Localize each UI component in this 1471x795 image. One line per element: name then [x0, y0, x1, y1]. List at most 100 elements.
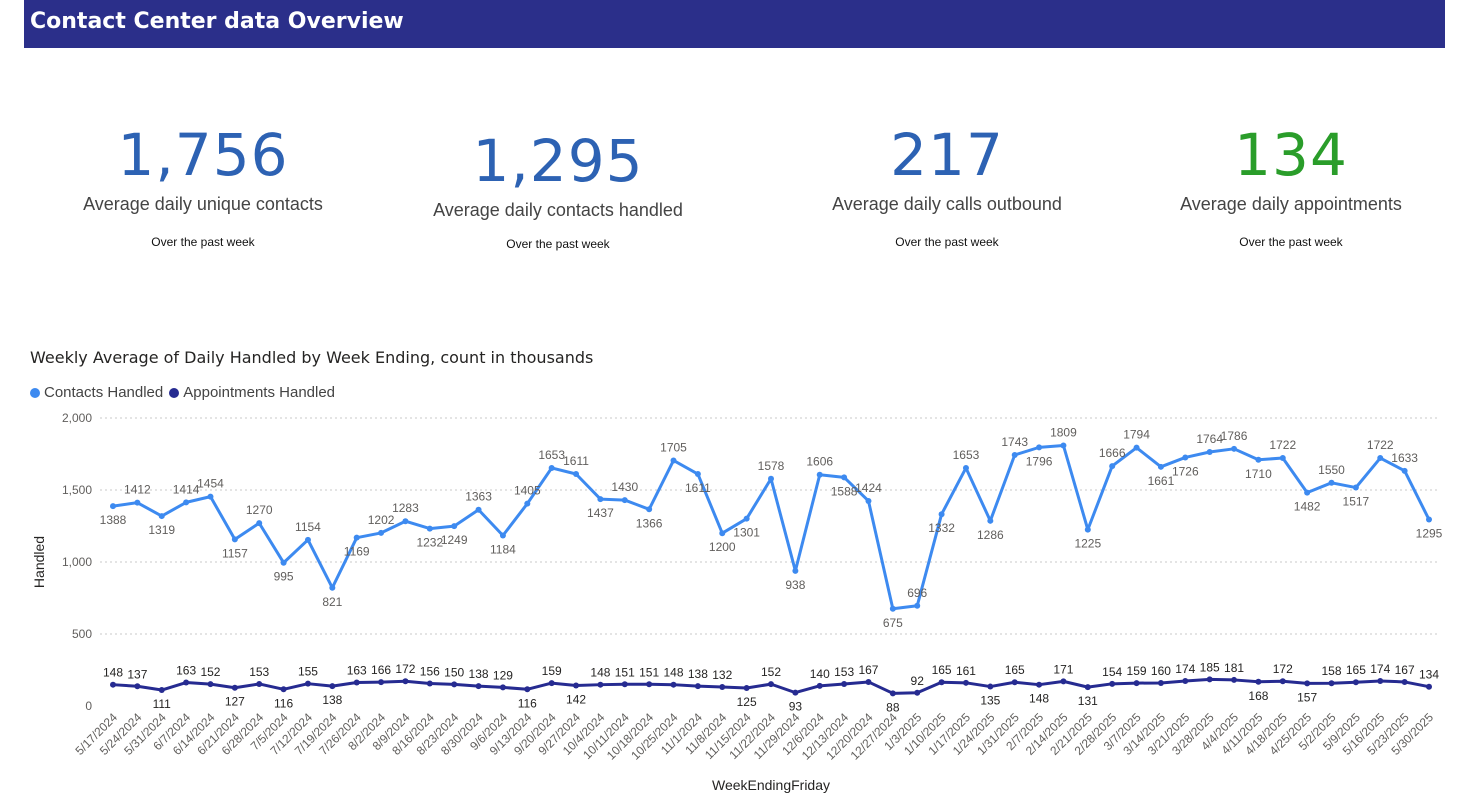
- x-tick-label: 12/6/2024: [779, 710, 827, 758]
- data-label: 1283: [392, 501, 419, 515]
- x-tick-label: 4/25/2025: [1267, 710, 1315, 758]
- data-point: [402, 678, 409, 685]
- data-point: [499, 532, 506, 539]
- data-label: 160: [1151, 664, 1171, 678]
- x-tick-label: 8/23/2024: [414, 710, 462, 758]
- data-point: [1304, 680, 1311, 687]
- legend-item-contacts[interactable]: Contacts Handled: [30, 384, 163, 401]
- data-label: 1388: [100, 513, 127, 527]
- x-tick-label: 11/15/2024: [702, 710, 754, 762]
- x-tick-label: 10/25/2024: [628, 710, 681, 763]
- data-point: [743, 685, 750, 691]
- data-label: 1319: [148, 523, 175, 537]
- data-point: [719, 683, 726, 690]
- x-tick-label: 6/28/2024: [219, 710, 267, 758]
- data-label: 153: [249, 665, 269, 679]
- data-point: [110, 503, 116, 510]
- x-tick-label: 5/2/2025: [1296, 710, 1339, 753]
- x-tick-label: 10/4/2024: [560, 710, 608, 758]
- kpi-card-appointments[interactable]: 134 Average daily appointments Over the …: [1126, 120, 1456, 249]
- x-tick-label: 5/17/2024: [72, 710, 120, 758]
- data-point: [158, 513, 165, 520]
- data-point: [183, 679, 190, 686]
- x-tick-label: 3/28/2025: [1169, 710, 1217, 758]
- kpi-card-contacts-handled[interactable]: 1,295 Average daily contacts handled Ove…: [393, 126, 723, 251]
- data-label: 1232: [416, 536, 443, 550]
- data-point: [719, 530, 726, 537]
- x-tick-label: 9/27/2024: [536, 710, 584, 758]
- data-label: 157: [1297, 690, 1317, 704]
- data-label: 1633: [1391, 451, 1418, 465]
- x-tick-label: 4/4/2025: [1198, 710, 1241, 753]
- data-point: [1304, 489, 1311, 496]
- data-label: 1666: [1099, 446, 1126, 460]
- data-label: 696: [907, 586, 927, 600]
- data-label: 93: [789, 700, 803, 714]
- data-label: 159: [542, 664, 562, 678]
- x-tick-label: 1/10/2025: [901, 710, 949, 758]
- data-point: [1401, 678, 1408, 685]
- data-label: 1412: [124, 483, 151, 497]
- x-tick-label: 5/31/2024: [121, 710, 169, 758]
- data-label: 185: [1200, 660, 1220, 674]
- data-label: 148: [590, 666, 610, 680]
- kpi-value: 1,295: [472, 127, 644, 195]
- x-tick-label: 6/14/2024: [170, 710, 218, 758]
- x-tick-label: 5/24/2024: [97, 710, 145, 758]
- x-tick-label: 7/12/2024: [267, 710, 315, 758]
- x-tick-label: 5/16/2025: [1340, 710, 1388, 758]
- data-point: [865, 497, 872, 504]
- data-label: 1550: [1318, 463, 1345, 477]
- data-label: 158: [1322, 664, 1342, 678]
- data-point: [1011, 679, 1018, 686]
- data-point: [280, 559, 287, 566]
- x-tick-label: 9/6/2024: [467, 710, 510, 753]
- data-point: [1157, 679, 1164, 686]
- x-tick-label: 8/16/2024: [389, 710, 437, 758]
- data-label: 116: [518, 696, 537, 710]
- data-point: [1060, 442, 1067, 449]
- data-point: [1255, 456, 1262, 463]
- data-point: [524, 686, 531, 693]
- data-point: [1426, 516, 1432, 523]
- legend-label: Contacts Handled: [44, 384, 164, 401]
- kpi-label: Average daily calls outbound: [832, 194, 1062, 214]
- kpi-card-unique-contacts[interactable]: 1,756 Average daily unique contacts Over…: [38, 120, 368, 249]
- data-label: 153: [834, 665, 854, 679]
- x-tick-label: 3/21/2025: [1145, 710, 1193, 758]
- data-label: 1270: [246, 503, 273, 517]
- data-point: [402, 518, 409, 525]
- data-label: 138: [688, 667, 708, 681]
- data-point: [1084, 526, 1091, 533]
- data-label: 1169: [344, 545, 370, 559]
- kpi-card-calls-outbound[interactable]: 217 Average daily calls outbound Over th…: [782, 120, 1112, 249]
- data-point: [256, 680, 263, 687]
- data-label: 156: [420, 665, 440, 679]
- data-label: 131: [1078, 694, 1098, 708]
- data-label: 1517: [1343, 495, 1370, 509]
- data-label: 140: [810, 667, 830, 681]
- data-label: 129: [493, 668, 513, 682]
- data-point: [962, 679, 969, 686]
- x-tick-label: 6/21/2024: [194, 710, 242, 758]
- data-label: 1430: [611, 480, 638, 494]
- data-label: 1611: [685, 481, 711, 495]
- data-point: [1401, 467, 1408, 474]
- data-label: 1722: [1269, 438, 1296, 452]
- data-label: 1286: [977, 528, 1004, 542]
- data-point: [1352, 484, 1359, 491]
- data-label: 152: [200, 665, 220, 679]
- data-label: 125: [737, 695, 757, 709]
- kpi-value: 1,756: [117, 121, 289, 189]
- page-title: Contact Center data Overview: [30, 9, 404, 34]
- x-tick-label: 1/3/2025: [881, 710, 924, 753]
- data-label: 1200: [709, 540, 736, 554]
- data-point: [646, 681, 653, 688]
- data-label: 135: [980, 694, 1000, 708]
- x-tick-label: 5/23/2025: [1364, 710, 1412, 758]
- legend-label: Appointments Handled: [183, 384, 336, 401]
- data-point: [378, 679, 385, 686]
- data-point: [1255, 678, 1262, 685]
- legend-item-appointments[interactable]: Appointments Handled: [169, 384, 335, 401]
- data-point: [597, 496, 604, 503]
